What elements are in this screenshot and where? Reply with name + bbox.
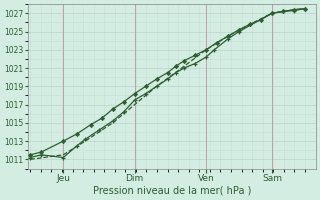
X-axis label: Pression niveau de la mer( hPa ): Pression niveau de la mer( hPa ) [92,186,251,196]
